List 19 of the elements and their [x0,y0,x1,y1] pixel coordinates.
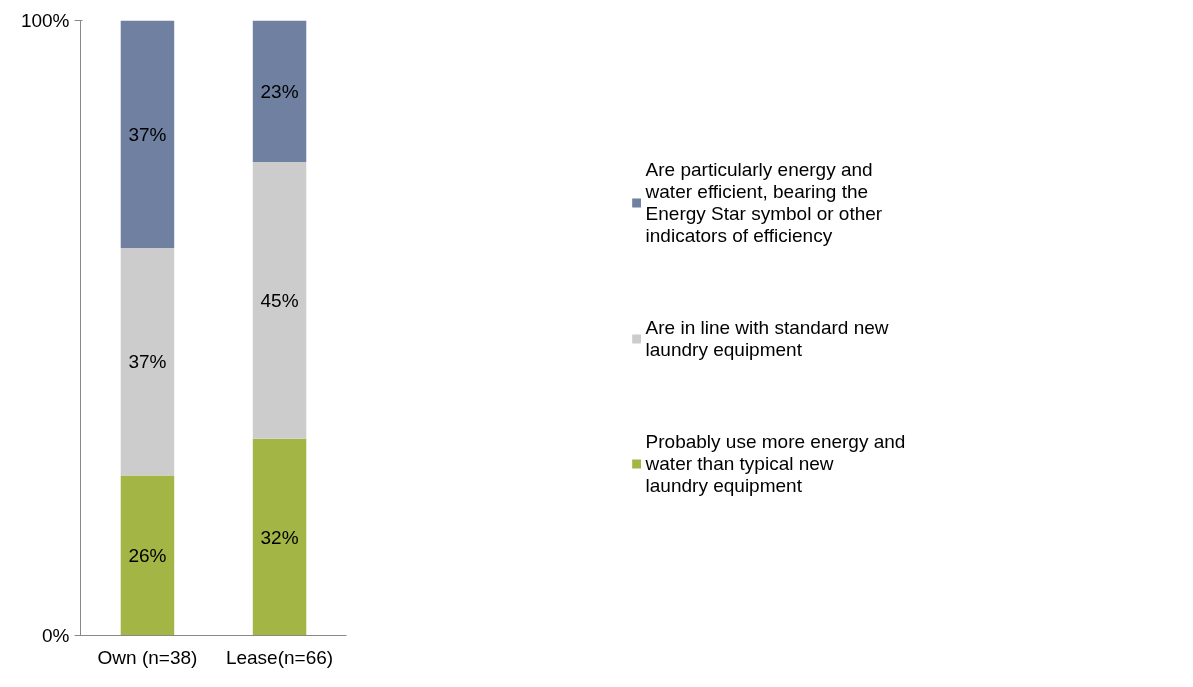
y-tick-label: 0% [42,625,70,646]
data-label: 26% [128,545,167,567]
bar [120,20,175,249]
data-label: 32% [260,526,299,548]
data-label: 37% [128,351,167,373]
bar [252,438,307,636]
bar [120,475,175,636]
y-tick-label: 100% [20,10,70,31]
legend-label: Are in line with standard new laundry equipment [645,316,889,361]
bar [120,248,175,476]
x-tick-label: Lease(n=66) [225,646,334,668]
legend-label: Are particularly energy and water efficient, bearing the Energy Star symbol or other indicators of efficiency [645,158,883,247]
bar [252,161,307,439]
data-label: 37% [128,123,167,145]
data-label: 23% [260,80,299,102]
x-tick-label: Own (n=38) [97,646,198,668]
legend-label: Probably use more energy and water than typical new laundry equipment [645,430,906,497]
bar [252,20,307,162]
data-label: 45% [260,289,299,311]
